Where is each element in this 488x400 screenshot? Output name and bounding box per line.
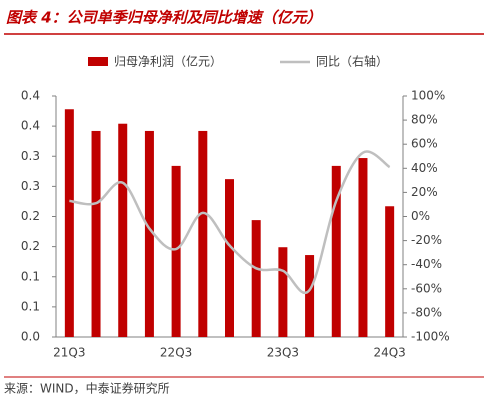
y-tick-label: 0.1 xyxy=(21,299,40,313)
y2-tick-label: -80% xyxy=(411,305,442,319)
y2-tick-label: 100% xyxy=(411,89,445,103)
y2-tick-label: 60% xyxy=(411,137,438,151)
bar xyxy=(118,123,128,337)
y2-tick-label: -100% xyxy=(411,330,450,344)
x-tick-label: 24Q3 xyxy=(373,346,405,360)
bar xyxy=(171,165,181,337)
bar xyxy=(91,130,101,337)
bar xyxy=(64,109,74,337)
y-tick-label: 0.2 xyxy=(21,239,40,253)
x-tick-label: 23Q3 xyxy=(267,346,299,360)
bar xyxy=(198,130,208,337)
bar xyxy=(278,247,288,337)
x-tick-label: 21Q3 xyxy=(53,346,85,360)
bar xyxy=(251,220,261,337)
legend-swatch xyxy=(88,57,108,66)
source: 来源：WIND，中泰证券研究所 xyxy=(4,381,170,396)
legend-label: 归母净利润（亿元） xyxy=(114,54,222,69)
y-tick-label: 0.3 xyxy=(21,179,40,193)
y2-tick-label: -40% xyxy=(411,257,442,271)
y-tick-label: 0.3 xyxy=(21,149,40,163)
chart-title: 图表 4：公司单季归母净利及同比增速（亿元） xyxy=(6,9,322,27)
bar xyxy=(358,158,368,337)
bar xyxy=(144,130,154,337)
y2-tick-label: 80% xyxy=(411,113,438,127)
legend-label: 同比（右轴） xyxy=(316,54,388,69)
y-tick-label: 0.4 xyxy=(21,89,40,103)
bar xyxy=(385,206,395,337)
y2-tick-label: -20% xyxy=(411,233,442,247)
y2-tick-label: 20% xyxy=(411,185,438,199)
y2-tick-label: 40% xyxy=(411,161,438,175)
y-tick-label: 0.4 xyxy=(21,119,40,133)
bar xyxy=(331,165,341,337)
y2-tick-label: -60% xyxy=(411,281,442,295)
bar xyxy=(225,179,234,337)
y2-tick-label: 0% xyxy=(411,209,430,223)
x-tick-label: 22Q3 xyxy=(160,346,192,360)
y-tick-label: 0.1 xyxy=(21,269,40,283)
y-tick-label: 0.0 xyxy=(21,330,40,344)
y-tick-label: 0.2 xyxy=(21,209,40,223)
line xyxy=(69,150,391,294)
bar xyxy=(305,255,315,337)
